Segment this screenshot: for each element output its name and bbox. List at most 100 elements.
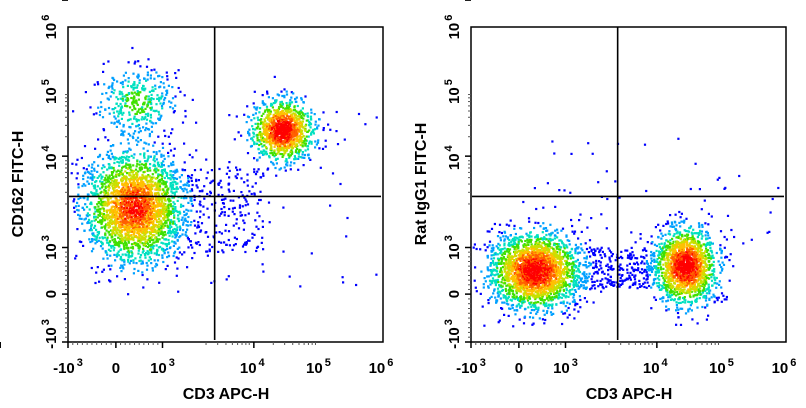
event-dot xyxy=(146,105,149,108)
event-dot xyxy=(109,197,112,200)
event-dot xyxy=(83,197,86,200)
event-dot xyxy=(257,125,260,128)
event-dot xyxy=(146,78,149,81)
event-dot xyxy=(109,178,112,181)
event-dot xyxy=(122,131,125,134)
event-dot xyxy=(111,192,114,195)
event-dot xyxy=(97,239,100,242)
event-dot xyxy=(169,231,172,234)
event-dot xyxy=(149,98,153,102)
event-dot xyxy=(154,265,157,268)
event-dot xyxy=(157,179,160,183)
event-dot xyxy=(137,131,140,134)
event-dot xyxy=(144,209,147,212)
event-dot xyxy=(160,210,163,213)
event-dot xyxy=(267,111,270,114)
event-dot xyxy=(309,158,312,161)
event-dot xyxy=(225,278,228,281)
event-dot xyxy=(167,177,170,180)
event-dot xyxy=(300,97,303,100)
event-dot xyxy=(191,257,194,260)
event-dot xyxy=(116,231,119,234)
event-dot xyxy=(258,143,261,147)
event-dot xyxy=(553,152,556,155)
event-dot xyxy=(143,103,146,106)
event-dot xyxy=(629,278,632,281)
event-dot xyxy=(707,314,710,317)
event-dot xyxy=(123,177,126,180)
event-dot xyxy=(119,255,123,259)
event-dot xyxy=(132,228,135,231)
event-dot xyxy=(149,74,152,77)
event-dot xyxy=(166,225,169,228)
event-dot xyxy=(156,205,159,208)
event-dot xyxy=(131,198,134,201)
event-dot xyxy=(124,181,127,184)
event-dot xyxy=(141,116,144,119)
event-dot xyxy=(500,231,503,235)
event-dot xyxy=(117,112,120,115)
event-dot xyxy=(121,264,124,267)
event-dot xyxy=(98,201,101,204)
event-dot xyxy=(293,119,296,123)
event-dot xyxy=(558,189,561,192)
event-dot xyxy=(120,180,123,183)
event-dot xyxy=(522,200,525,204)
event-dot xyxy=(174,233,177,236)
event-dot xyxy=(308,157,311,160)
event-dot xyxy=(285,102,288,105)
event-dot xyxy=(197,224,200,227)
event-dot xyxy=(279,123,282,126)
event-dot xyxy=(124,192,127,195)
event-dot xyxy=(183,161,186,164)
event-dot xyxy=(125,237,128,240)
event-dot xyxy=(169,246,172,249)
event-dot xyxy=(101,242,104,245)
event-dot xyxy=(290,161,293,164)
event-dot xyxy=(95,190,98,193)
event-dot xyxy=(269,152,272,155)
event-dot xyxy=(282,143,285,146)
event-dot xyxy=(578,219,581,222)
event-dot xyxy=(570,152,573,155)
event-dot xyxy=(280,135,283,139)
event-dot xyxy=(299,156,302,159)
event-dot xyxy=(184,213,187,216)
event-dot xyxy=(278,113,281,116)
event-dot xyxy=(188,175,191,178)
event-dot xyxy=(301,107,304,110)
event-dot xyxy=(267,96,270,99)
event-dot xyxy=(576,302,579,306)
event-dot xyxy=(147,218,150,221)
event-dot xyxy=(171,222,174,225)
event-dots xyxy=(472,137,780,328)
event-dot xyxy=(133,211,136,214)
event-dot xyxy=(156,204,159,207)
event-dot xyxy=(78,240,81,243)
event-dot xyxy=(145,268,149,271)
event-dot xyxy=(114,222,118,226)
event-dot xyxy=(113,121,116,124)
event-dot xyxy=(128,113,131,116)
event-dot xyxy=(150,217,153,220)
event-dot xyxy=(101,186,104,189)
event-dot xyxy=(180,196,183,199)
event-dot xyxy=(149,248,152,251)
event-dot xyxy=(117,222,120,225)
event-dot xyxy=(155,262,158,266)
event-dot xyxy=(137,205,140,208)
event-dot xyxy=(88,208,91,211)
event-dot xyxy=(107,200,110,203)
event-dot xyxy=(339,182,342,186)
event-dot xyxy=(152,247,155,250)
event-dot xyxy=(161,210,164,213)
event-dot xyxy=(660,232,663,235)
event-dot xyxy=(158,86,161,89)
event-dot xyxy=(297,115,301,118)
event-dot xyxy=(295,149,298,152)
event-dot xyxy=(132,86,136,89)
event-dot xyxy=(237,196,240,199)
event-dot xyxy=(276,126,279,129)
event-dot xyxy=(146,71,149,74)
event-dot xyxy=(304,124,307,127)
